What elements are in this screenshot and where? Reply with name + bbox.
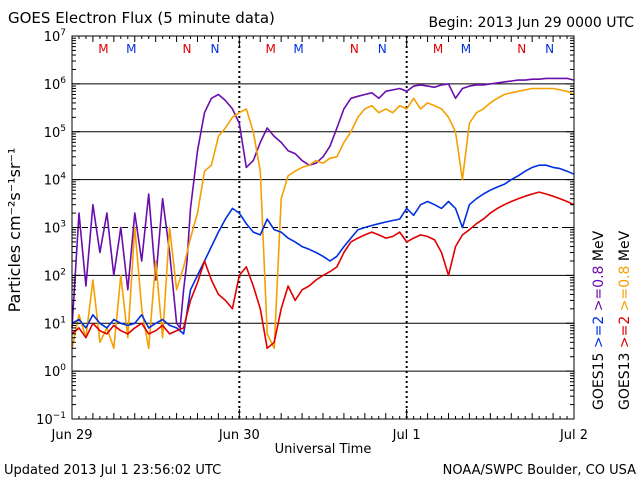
legend-entry: GOES13 >=2 >=0.8 MeV: [617, 230, 633, 410]
x-tick-label: Jul 2: [559, 428, 588, 443]
y-tick-label: 10−1: [36, 411, 66, 428]
series-line: [71, 191, 575, 350]
updated-timestamp: Updated 2013 Jul 1 23:56:02 UTC: [4, 463, 221, 478]
x-tick-label: Jul 1: [392, 428, 421, 443]
y-tick-label: 100: [44, 363, 67, 380]
event-marker: N: [378, 42, 387, 56]
legend-entry: GOES15 >=2 >=0.8 MeV: [591, 230, 607, 410]
data-series: [71, 77, 575, 350]
y-tick-label: 105: [44, 124, 66, 141]
event-marker: M: [98, 42, 108, 56]
event-marker: M: [461, 42, 471, 56]
series-line: [71, 164, 575, 335]
y-axis-label: Particles cm⁻²s⁻¹sr⁻¹: [5, 148, 24, 313]
x-axis-ticks: Jun 29 Jun 30 Jul 1 Jul 2: [51, 36, 588, 443]
series-line: [71, 87, 575, 350]
y-axis-ticks: 10−1 100 101 102 103 104 105 106 107: [36, 28, 574, 428]
credit-label: NOAA/SWPC Boulder, CO USA: [443, 463, 636, 478]
event-marker: N: [545, 42, 554, 56]
event-marker: M: [266, 42, 276, 56]
y-tick-label: 104: [44, 172, 67, 189]
grid-lines: [72, 36, 574, 419]
y-tick-label: 107: [44, 28, 66, 45]
y-tick-label: 106: [44, 76, 67, 93]
event-marker: N: [210, 42, 219, 56]
x-tick-label: Jun 29: [51, 428, 93, 443]
event-marker: M: [433, 42, 443, 56]
legend: GOES15 >=2 >=0.8 MeV GOES13 >=2 >=0.8 MeV: [591, 230, 633, 410]
series-line: [71, 77, 575, 329]
event-marker: N: [350, 42, 359, 56]
y-tick-label: 101: [44, 315, 66, 332]
x-axis-label: Universal Time: [275, 442, 372, 457]
event-marker: N: [517, 42, 526, 56]
x-tick-label: Jun 30: [218, 428, 260, 443]
event-marker: M: [293, 42, 303, 56]
event-marker: M: [126, 42, 136, 56]
begin-label: Begin: 2013 Jun 29 0000 UTC: [428, 15, 634, 31]
chart-title: GOES Electron Flux (5 minute data): [8, 9, 275, 27]
y-tick-label: 102: [44, 267, 66, 284]
event-marker: N: [183, 42, 192, 56]
y-tick-label: 103: [44, 220, 66, 237]
